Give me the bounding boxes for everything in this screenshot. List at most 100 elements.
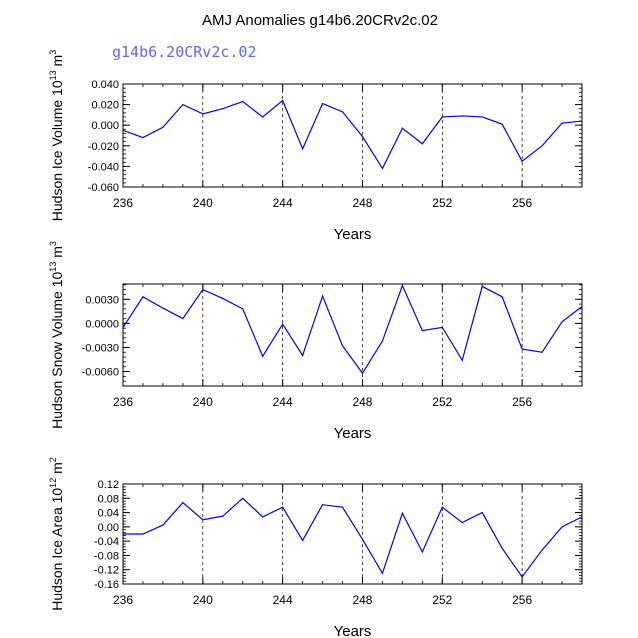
x-tick-label: 256	[512, 196, 532, 210]
y-tick-label: -0.04	[94, 536, 119, 548]
y-tick-label: 0.000	[91, 120, 119, 132]
data-point	[242, 100, 244, 103]
x-tick-label: 240	[193, 593, 213, 607]
data-point	[401, 512, 403, 514]
data-point	[142, 533, 144, 535]
data-point	[182, 501, 184, 504]
data-point	[501, 123, 503, 125]
data-point	[561, 526, 563, 528]
data-point	[262, 516, 264, 518]
data-point	[461, 359, 463, 361]
panels: 236 240 244 248 252 256 -0.060 -0.040 -0.020 0.00…	[48, 50, 583, 638]
data-point	[481, 116, 483, 118]
x-tick-label: 236	[113, 593, 133, 607]
x-tick-label: 244	[273, 593, 293, 607]
x-tick-label: 248	[352, 395, 372, 409]
data-point	[122, 326, 124, 328]
x-tick-label: 236	[113, 196, 133, 210]
data-point	[581, 120, 583, 122]
data-point	[541, 145, 543, 147]
y-tick-label: -0.16	[94, 579, 119, 591]
x-tick-label: 252	[432, 196, 452, 210]
y-tick-label: -0.0060	[82, 367, 119, 379]
data-point	[122, 129, 124, 131]
x-axis-label: Years	[334, 226, 372, 243]
plot-frame	[122, 483, 583, 585]
plot-frame	[122, 83, 583, 188]
data-point	[521, 576, 523, 578]
data-point	[162, 524, 164, 526]
y-axis-label: Hudson Ice Area 1012 m2	[48, 457, 65, 611]
data-point	[202, 519, 204, 521]
x-tick-label: 252	[432, 395, 452, 409]
data-point	[441, 506, 443, 508]
data-point	[302, 539, 304, 542]
data-point	[302, 354, 304, 357]
x-tick-label: 244	[273, 196, 293, 210]
data-point	[242, 308, 244, 310]
data-point	[182, 104, 184, 106]
data-point	[302, 148, 304, 150]
x-axis-label: Years	[334, 623, 372, 638]
plot-frame	[122, 283, 583, 387]
series-line-ice-area	[123, 497, 583, 578]
y-tick-label: 0.020	[91, 100, 119, 112]
data-point	[341, 345, 344, 347]
x-tick-label: 252	[432, 593, 452, 607]
y-tick-label: 0.040	[91, 79, 119, 91]
data-point	[421, 143, 423, 145]
data-point	[321, 102, 324, 105]
panel-snow-volume: 236 240 244 248 252 256 -0.0060 -0.0030 0.0000 0.…	[48, 241, 583, 442]
x-tick-label: 256	[512, 593, 532, 607]
data-point	[202, 289, 204, 291]
x-tick-label: 244	[273, 395, 293, 409]
x-tick-label: 240	[193, 395, 213, 409]
y-tick-label: 0.00	[98, 522, 119, 534]
x-tick-label: 240	[193, 196, 213, 210]
y-tick-label: 0.08	[98, 493, 119, 505]
data-point	[361, 538, 364, 540]
y-tick-label: -0.040	[88, 161, 119, 173]
data-point	[401, 127, 403, 129]
y-tick-label: -0.060	[88, 182, 119, 194]
y-tick-label: -0.12	[94, 565, 119, 577]
data-point	[361, 135, 364, 138]
data-point	[481, 511, 483, 514]
data-point	[222, 297, 224, 300]
data-point	[282, 323, 284, 325]
data-point	[521, 160, 523, 162]
data-point	[441, 116, 443, 118]
y-tick-label: 0.0030	[85, 294, 119, 306]
x-tick-label: 248	[352, 593, 372, 607]
main-title: AMJ Anomalies g14b6.20CRv2c.02	[202, 12, 438, 29]
data-point	[501, 296, 503, 298]
panel-ice-area: 236 240 244 248 252 256 -0.16 -0.12 -0.08 -0.04 0.…	[48, 457, 583, 638]
y-tick-label: -0.0030	[82, 342, 119, 354]
data-point	[282, 506, 284, 508]
data-point	[561, 122, 563, 124]
data-point	[381, 340, 384, 342]
run-subtitle: g14b6.20CRv2c.02	[112, 43, 257, 61]
x-tick-label: 248	[352, 196, 372, 210]
data-point	[222, 515, 224, 517]
data-point	[122, 533, 124, 535]
data-point	[461, 521, 463, 524]
data-point	[341, 506, 344, 508]
data-point	[541, 549, 543, 551]
y-tick-label: 0.0000	[85, 318, 119, 330]
data-point	[501, 547, 503, 549]
data-point	[321, 504, 324, 506]
data-point	[461, 115, 463, 117]
data-point	[381, 572, 384, 574]
data-point	[381, 167, 384, 170]
data-point	[142, 296, 144, 298]
data-point	[321, 295, 324, 297]
data-point	[541, 351, 543, 353]
y-tick-label: 0.12	[98, 479, 119, 491]
y-tick-label: -0.020	[88, 141, 119, 153]
data-point	[162, 126, 164, 128]
data-point	[282, 99, 284, 102]
data-point	[361, 372, 364, 374]
data-point	[162, 307, 164, 309]
